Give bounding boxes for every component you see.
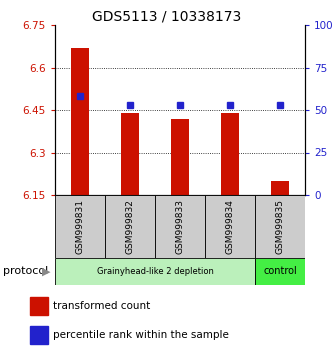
Bar [271,181,289,195]
Bar [30,326,48,344]
Bar [121,113,139,195]
Bar [105,195,155,258]
Bar [255,258,305,285]
Text: percentile rank within the sample: percentile rank within the sample [53,330,229,340]
Text: ▶: ▶ [42,267,50,276]
Bar [255,195,305,258]
Bar [155,195,205,258]
Text: GSM999834: GSM999834 [225,199,234,254]
Text: control: control [263,267,297,276]
Text: protocol: protocol [3,267,49,276]
Bar [55,258,255,285]
Bar [30,297,48,315]
Text: GSM999833: GSM999833 [175,199,184,254]
Bar [205,195,255,258]
Text: transformed count: transformed count [53,301,151,311]
Bar [71,48,89,195]
Text: GSM999835: GSM999835 [275,199,284,254]
Bar [221,113,239,195]
Bar [171,119,189,195]
Bar [55,195,105,258]
Text: GSM999831: GSM999831 [76,199,85,254]
Text: GSM999832: GSM999832 [126,199,135,254]
Text: GDS5113 / 10338173: GDS5113 / 10338173 [92,9,241,23]
Text: Grainyhead-like 2 depletion: Grainyhead-like 2 depletion [97,267,213,276]
